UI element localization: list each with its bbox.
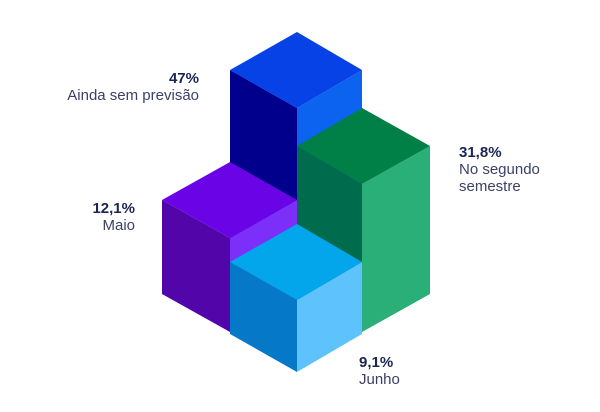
blocks-group [162,32,430,372]
block-2-left-face [162,200,230,332]
block-2-top-face [162,162,297,238]
block-0-top-face [230,32,362,108]
value-label: 31,8% [459,144,502,161]
category-label: Ainda sem previsão [67,87,199,104]
block-1-right-face [362,146,430,332]
category-label: Maio [102,217,135,234]
category-label: No segundo semestre [459,161,540,195]
value-label: 12,1% [92,200,135,217]
block-3-top-face [230,224,362,300]
label-no-segundo-semestre: 31,8% No segundo semestre [459,144,549,195]
value-label: 47% [168,70,199,87]
category-label: Junho [359,371,400,388]
label-maio: 12,1% Maio [92,200,135,234]
block-3-right-face [297,262,362,372]
block-3-left-face [230,262,297,372]
label-ainda-sem-previsao: 47% Ainda sem previsão [67,70,199,104]
block-1-top-face [297,108,430,184]
label-junho: 9,1% Junho [359,354,400,388]
value-label: 9,1% [359,354,394,371]
